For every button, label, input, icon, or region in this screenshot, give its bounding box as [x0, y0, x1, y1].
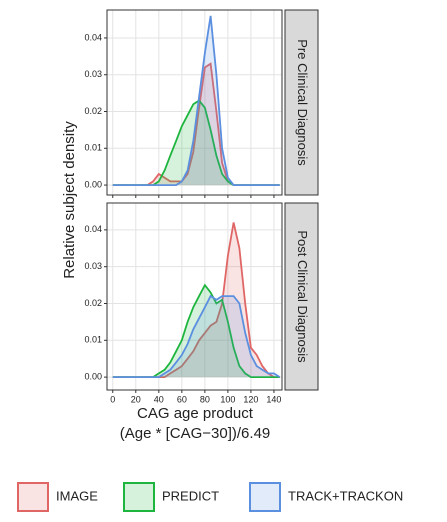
legend-label: PREDICT — [162, 488, 219, 503]
legend-label: TRACK+TRACKON — [288, 488, 403, 503]
facet-strip — [284, 9, 319, 196]
facet-label: Pre Clinical Diagnosis — [295, 39, 310, 166]
facet-strip — [284, 202, 319, 391]
y-tick-label: 0.04 — [84, 224, 102, 234]
y-tick-label: 0.01 — [84, 335, 102, 345]
panel-border — [106, 9, 283, 196]
y-tick-label: 0.00 — [84, 179, 102, 189]
y-tick-label: 0.02 — [84, 106, 102, 116]
x-axis-label: (Age * [CAG−30])/6.49 — [120, 425, 271, 442]
density-curve — [112, 294, 281, 378]
x-tick-label: 100 — [220, 394, 235, 404]
panel-border — [106, 202, 283, 391]
y-axis-label: Relative subject density — [61, 121, 78, 279]
y-tick-label: 0.03 — [84, 261, 102, 271]
x-axis-label: CAG age product — [137, 405, 254, 422]
x-tick-label: 120 — [243, 394, 258, 404]
legend-label: IMAGE — [56, 488, 98, 503]
facet-label: Post Clinical Diagnosis — [295, 230, 310, 363]
legend-key — [17, 482, 49, 512]
x-tick-label: 140 — [266, 394, 281, 404]
x-tick-label: 60 — [177, 394, 187, 404]
y-tick-label: 0.03 — [84, 69, 102, 79]
density-curve — [112, 15, 280, 186]
x-tick-label: 40 — [154, 394, 164, 404]
legend-item: IMAGE — [17, 482, 98, 512]
y-tick-label: 0.01 — [84, 143, 102, 153]
y-tick-label: 0.00 — [84, 371, 102, 381]
x-tick-label: 0 — [110, 394, 115, 404]
legend-item: PREDICT — [123, 482, 219, 512]
legend-item: TRACK+TRACKON — [249, 482, 403, 512]
y-tick-label: 0.04 — [84, 32, 102, 42]
x-tick-label: 80 — [200, 394, 210, 404]
legend-key — [249, 482, 281, 512]
legend-key — [123, 482, 155, 512]
y-tick-label: 0.02 — [84, 298, 102, 308]
x-tick-label: 20 — [131, 394, 141, 404]
